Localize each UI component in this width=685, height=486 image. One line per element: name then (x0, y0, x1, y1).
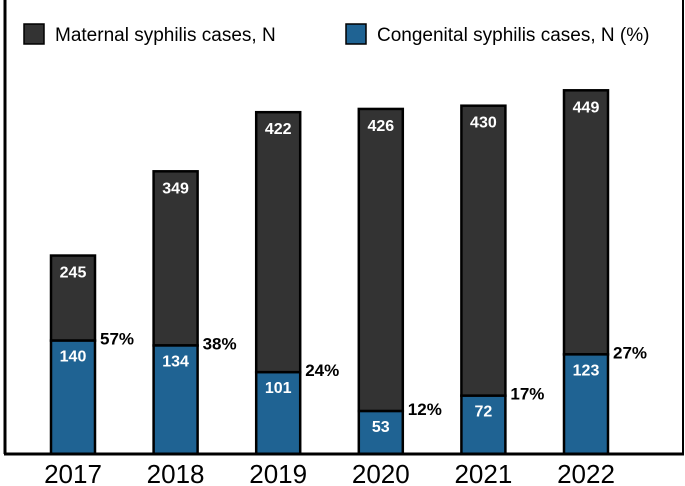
label-percent-2020: 12% (408, 400, 442, 419)
legend-swatch-congenital (345, 23, 367, 45)
label-percent-2022: 27% (613, 343, 647, 362)
label-congenital-2022: 123 (573, 362, 600, 379)
bar-maternal-2019 (254, 110, 302, 374)
x-tick-2020: 2020 (352, 459, 410, 486)
bar-maternal-2021 (460, 104, 507, 397)
bar-maternal-2022 (562, 89, 610, 356)
legend-swatch-maternal (23, 23, 45, 45)
label-maternal-2022: 449 (573, 99, 600, 116)
legend: Maternal syphilis cases, N Congenital sy… (23, 23, 649, 46)
label-percent-2021: 17% (510, 385, 544, 404)
label-maternal-2021: 430 (470, 115, 497, 132)
bar-maternal-2020 (357, 107, 405, 413)
legend-label-congenital: Congenital syphilis cases, N (%) (377, 25, 649, 46)
label-maternal-2020: 426 (367, 118, 394, 135)
x-axis-ticks: 2017 2018 2019 2020 2021 2022 (44, 459, 615, 486)
bar-congenital-2019 (254, 370, 302, 456)
label-maternal-2017: 245 (60, 265, 87, 282)
label-congenital-2021: 72 (475, 404, 493, 421)
label-congenital-2018: 134 (162, 353, 189, 370)
label-percent-2017: 57% (100, 330, 134, 349)
plot-area: 245 140 57% 349 134 38% 422 101 24% 426 53 12% 430 72… (49, 89, 647, 456)
label-congenital-2017: 140 (60, 349, 87, 366)
bar-maternal-2018 (152, 170, 199, 347)
label-congenital-2020: 53 (372, 419, 390, 436)
x-tick-2021: 2021 (454, 459, 512, 486)
x-tick-2017: 2017 (44, 459, 102, 486)
x-tick-2022: 2022 (557, 459, 615, 486)
label-maternal-2019: 422 (265, 121, 292, 138)
x-tick-2019: 2019 (249, 459, 307, 486)
label-congenital-2019: 101 (265, 380, 292, 397)
label-percent-2019: 24% (305, 361, 339, 380)
legend-label-maternal: Maternal syphilis cases, N (55, 25, 276, 46)
x-tick-2018: 2018 (147, 459, 205, 486)
label-percent-2018: 38% (203, 334, 237, 353)
label-maternal-2018: 349 (162, 180, 189, 197)
bar-congenital-2021 (460, 394, 507, 456)
